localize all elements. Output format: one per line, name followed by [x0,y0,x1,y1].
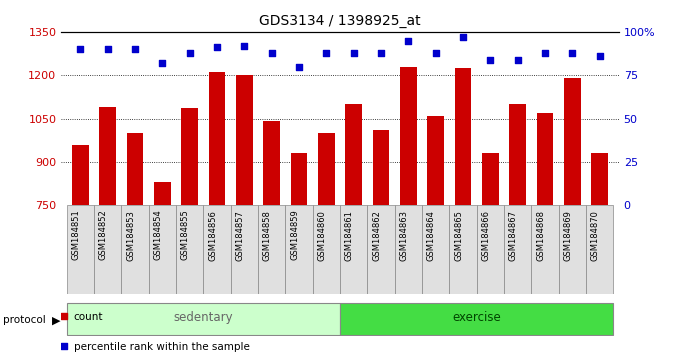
Bar [72,144,88,205]
Bar [455,68,471,205]
Text: GSM184856: GSM184856 [208,210,217,261]
Text: GSM184860: GSM184860 [318,210,326,261]
Text: GSM184866: GSM184866 [481,210,490,261]
Point [239,43,250,48]
Bar [94,205,121,294]
Text: GSM184864: GSM184864 [426,210,436,261]
Text: GSM184870: GSM184870 [591,210,600,261]
Bar [258,205,286,294]
Point [75,46,86,52]
Bar [203,205,231,294]
Point [58,313,69,319]
Text: exercise: exercise [452,312,501,324]
Point [485,57,496,62]
Point [403,38,413,44]
Bar [477,205,504,294]
Bar [291,153,307,205]
Bar [313,205,340,294]
Bar [564,78,581,205]
Bar [209,72,225,205]
Bar [176,205,203,294]
Point [430,50,441,56]
Point [348,50,359,56]
Bar [231,205,258,294]
Text: GSM184853: GSM184853 [126,210,135,261]
Bar [318,133,335,205]
Text: GSM184862: GSM184862 [372,210,381,261]
Bar [422,205,449,294]
Point [594,53,605,59]
Text: GSM184861: GSM184861 [345,210,354,261]
Point [458,34,469,40]
Text: sedentary: sedentary [173,312,233,324]
Bar [126,133,143,205]
Text: GDS3134 / 1398925_at: GDS3134 / 1398925_at [259,14,421,28]
Bar [373,130,389,205]
Bar [263,121,280,205]
Bar [509,104,526,205]
Point [184,50,195,56]
Text: count: count [73,312,103,321]
Text: GSM184859: GSM184859 [290,210,299,261]
Bar [592,153,608,205]
Bar [394,205,422,294]
Point [267,50,277,56]
Bar [149,205,176,294]
Bar [340,303,613,335]
Text: percentile rank within the sample: percentile rank within the sample [73,342,250,352]
Point [157,60,168,66]
Bar [345,104,362,205]
Bar [367,205,394,294]
Point [539,50,550,56]
Text: GSM184852: GSM184852 [99,210,107,261]
Bar [531,205,559,294]
Bar [286,205,313,294]
Text: protocol: protocol [3,315,46,325]
Text: ▶: ▶ [52,315,61,325]
Bar [182,108,198,205]
Text: GSM184858: GSM184858 [262,210,272,261]
Bar [121,205,149,294]
Point [294,64,305,69]
Bar [400,67,417,205]
Bar [586,205,613,294]
Point [130,46,141,52]
Point [567,50,578,56]
Bar [537,113,554,205]
Point [102,46,113,52]
Text: GSM184868: GSM184868 [536,210,545,261]
Bar [67,205,94,294]
Bar [504,205,531,294]
Point [211,45,222,50]
Text: GSM184869: GSM184869 [563,210,573,261]
Text: GSM184865: GSM184865 [454,210,463,261]
Text: GSM184855: GSM184855 [181,210,190,261]
Point [375,50,386,56]
Bar [482,153,498,205]
Bar [559,205,586,294]
Point [321,50,332,56]
Text: GSM184854: GSM184854 [153,210,163,261]
Bar [67,303,340,335]
Bar [449,205,477,294]
Bar [340,205,367,294]
Text: GSM184863: GSM184863 [399,210,408,261]
Bar [99,107,116,205]
Text: GSM184851: GSM184851 [71,210,80,261]
Bar [154,182,171,205]
Bar [236,75,252,205]
Bar [428,116,444,205]
Text: GSM184857: GSM184857 [235,210,244,261]
Text: GSM184867: GSM184867 [509,210,517,261]
Point [58,343,69,349]
Point [512,57,523,62]
